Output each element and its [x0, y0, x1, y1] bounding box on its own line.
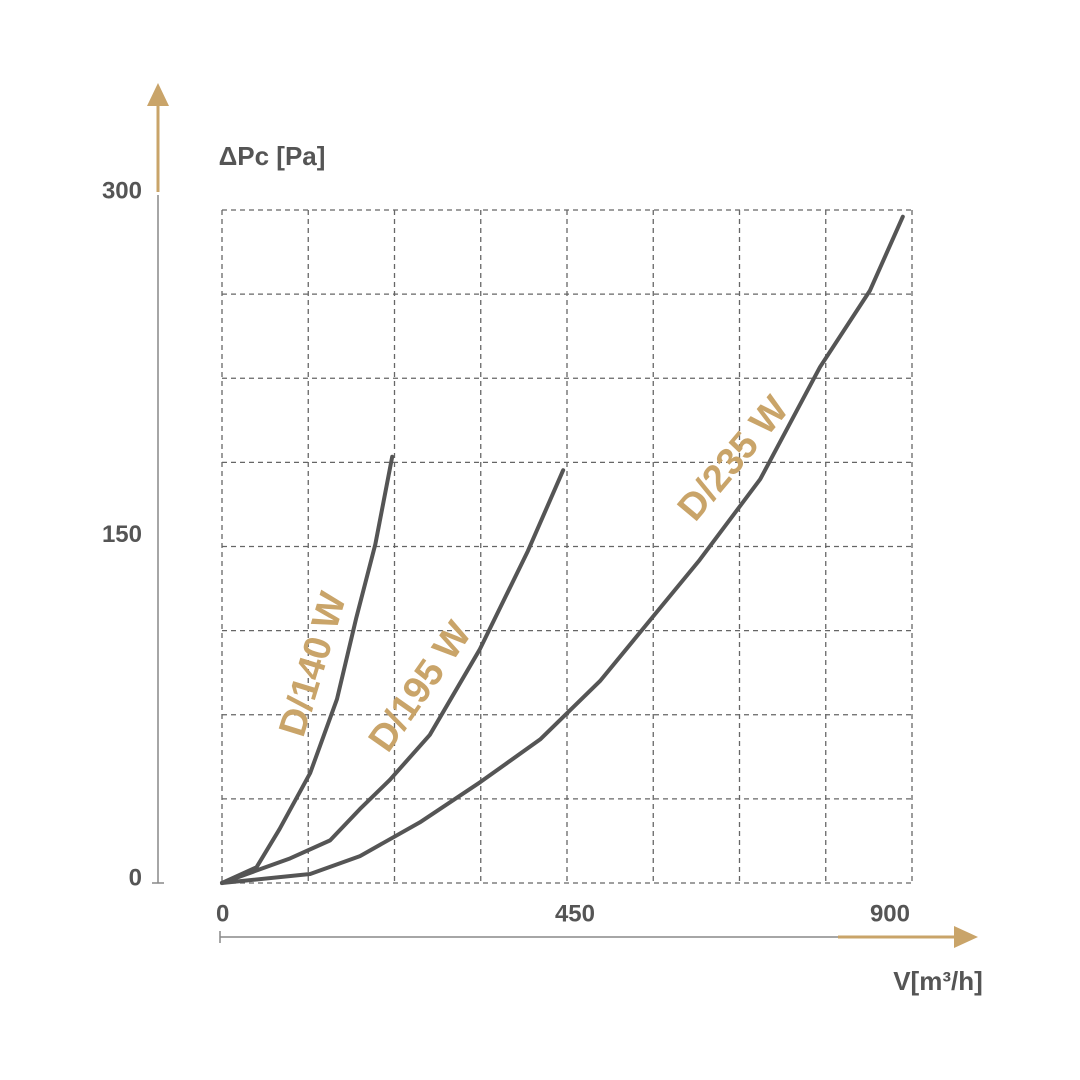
x-axis-title: V[m³/h] — [893, 966, 983, 996]
y-axis-title: ΔPc [Pa] — [219, 141, 326, 171]
series-line — [220, 214, 905, 885]
x-tick-label: 900 — [870, 900, 910, 927]
y-tick-label: 0 — [129, 864, 142, 891]
y-arrow-head — [147, 83, 169, 106]
series-line — [220, 454, 395, 885]
y-tick-label: 150 — [102, 521, 142, 548]
x-arrow-head — [954, 926, 978, 948]
x-tick-label: 450 — [555, 900, 595, 927]
series-label: D/235 W — [670, 389, 797, 529]
series-label: D/195 W — [361, 614, 480, 759]
series-label: D/140 W — [271, 587, 354, 741]
y-tick-label: 300 — [102, 178, 142, 205]
x-tick-label: 0 — [216, 900, 229, 927]
series-line — [220, 468, 566, 885]
